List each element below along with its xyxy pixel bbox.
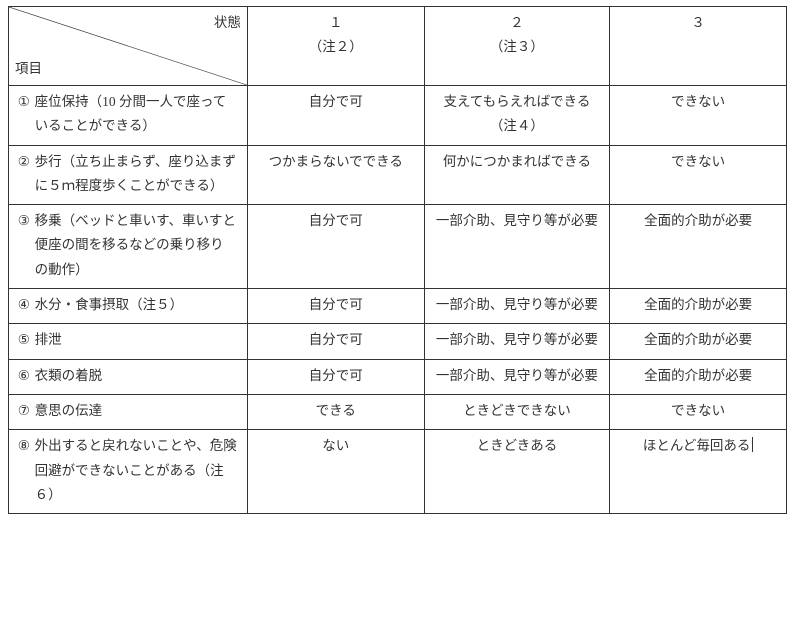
cell-c3: できない	[610, 86, 787, 146]
cell-c1: 自分で可	[247, 205, 424, 289]
cell-c1: できる	[247, 394, 424, 429]
row-number: ①	[13, 90, 35, 114]
cell-c1: 自分で可	[247, 289, 424, 324]
header-col-2-title: ２	[510, 15, 524, 30]
row-label-text: 移乗（ベッドと車いす、車いすと便座の間を移るなどの乗り移りの動作）	[35, 209, 237, 282]
assessment-table: 状態 項目 １ （注２） ２ （注３） ３ ①座位保持（10 分間一人で座ってい…	[8, 6, 787, 514]
row-number: ④	[13, 293, 35, 317]
row-label-text: 座位保持（10 分間一人で座っていることができる）	[35, 90, 237, 139]
row-label-cell: ②歩行（立ち止まらず、座り込まずに５ｍ程度歩くことができる）	[9, 145, 248, 205]
header-state-label: 状態	[104, 11, 241, 35]
row-label-text: 衣類の着脱	[35, 364, 237, 388]
header-col-1-title: １	[329, 15, 343, 30]
header-col-2-note: （注３）	[490, 39, 544, 54]
cell-c3: 全面的介助が必要	[610, 324, 787, 359]
cell-c2: 一部介助、見守り等が必要	[424, 205, 610, 289]
row-label-cell: ⑧外出すると戻れないことや、危険回避ができないことがある（注６）	[9, 430, 248, 514]
cell-c3: ほとんど毎回ある	[610, 430, 787, 514]
row-label-text: 水分・食事摂取（注５）	[35, 293, 237, 317]
table-row: ⑤排泄 自分で可 一部介助、見守り等が必要 全面的介助が必要	[9, 324, 787, 359]
cell-c3: 全面的介助が必要	[610, 205, 787, 289]
table-row: ①座位保持（10 分間一人で座っていることができる） 自分で可 支えてもらえれば…	[9, 86, 787, 146]
table-header-row: 状態 項目 １ （注２） ２ （注３） ３	[9, 7, 787, 86]
row-label-text: 意思の伝達	[35, 399, 237, 423]
cell-c2: 支えてもらえればできる（注４）	[424, 86, 610, 146]
header-col-2: ２ （注３）	[424, 7, 610, 86]
table-row: ③移乗（ベッドと車いす、車いすと便座の間を移るなどの乗り移りの動作） 自分で可 …	[9, 205, 787, 289]
cell-c1: つかまらないでできる	[247, 145, 424, 205]
row-label-text: 歩行（立ち止まらず、座り込まずに５ｍ程度歩くことができる）	[35, 150, 237, 199]
cell-c1: 自分で可	[247, 86, 424, 146]
cell-c2: 一部介助、見守り等が必要	[424, 359, 610, 394]
row-label-cell: ⑦意思の伝達	[9, 394, 248, 429]
header-diagonal-cell: 状態 項目	[9, 7, 248, 86]
cell-c3: できない	[610, 394, 787, 429]
table-row: ②歩行（立ち止まらず、座り込まずに５ｍ程度歩くことができる） つかまらないででき…	[9, 145, 787, 205]
table-row: ⑦意思の伝達 できる ときどきできない できない	[9, 394, 787, 429]
header-item-label: 項目	[15, 57, 42, 81]
row-number: ②	[13, 150, 35, 174]
cell-c2: ときどきできない	[424, 394, 610, 429]
row-label-cell: ①座位保持（10 分間一人で座っていることができる）	[9, 86, 248, 146]
table-row: ④水分・食事摂取（注５） 自分で可 一部介助、見守り等が必要 全面的介助が必要	[9, 289, 787, 324]
header-col-1-note: （注２）	[309, 39, 363, 54]
header-col-3: ３	[610, 7, 787, 86]
cell-c1: 自分で可	[247, 359, 424, 394]
cell-c3: 全面的介助が必要	[610, 359, 787, 394]
table-row: ⑥衣類の着脱 自分で可 一部介助、見守り等が必要 全面的介助が必要	[9, 359, 787, 394]
row-label-cell: ④水分・食事摂取（注５）	[9, 289, 248, 324]
cell-c2: 何かにつかまればできる	[424, 145, 610, 205]
page-root: 状態 項目 １ （注２） ２ （注３） ３ ①座位保持（10 分間一人で座ってい…	[0, 0, 795, 627]
cell-c3-text: ほとんど毎回ある	[643, 438, 751, 453]
cell-c1: 自分で可	[247, 324, 424, 359]
row-number: ⑤	[13, 328, 35, 352]
row-number: ⑧	[13, 434, 35, 458]
cell-c2: 一部介助、見守り等が必要	[424, 289, 610, 324]
header-col-1: １ （注２）	[247, 7, 424, 86]
row-label-cell: ⑤排泄	[9, 324, 248, 359]
cell-c3: 全面的介助が必要	[610, 289, 787, 324]
cell-c2: 一部介助、見守り等が必要	[424, 324, 610, 359]
row-label-cell: ⑥衣類の着脱	[9, 359, 248, 394]
table-row: ⑧外出すると戻れないことや、危険回避ができないことがある（注６） ない ときどき…	[9, 430, 787, 514]
cell-c3: できない	[610, 145, 787, 205]
row-number: ③	[13, 209, 35, 233]
cell-c2: ときどきある	[424, 430, 610, 514]
row-label-text: 排泄	[35, 328, 237, 352]
cell-c1: ない	[247, 430, 424, 514]
row-label-text: 外出すると戻れないことや、危険回避ができないことがある（注６）	[35, 434, 237, 507]
text-cursor-icon	[752, 437, 753, 452]
row-label-cell: ③移乗（ベッドと車いす、車いすと便座の間を移るなどの乗り移りの動作）	[9, 205, 248, 289]
row-number: ⑥	[13, 364, 35, 388]
header-col-3-title: ３	[691, 15, 705, 30]
row-number: ⑦	[13, 399, 35, 423]
